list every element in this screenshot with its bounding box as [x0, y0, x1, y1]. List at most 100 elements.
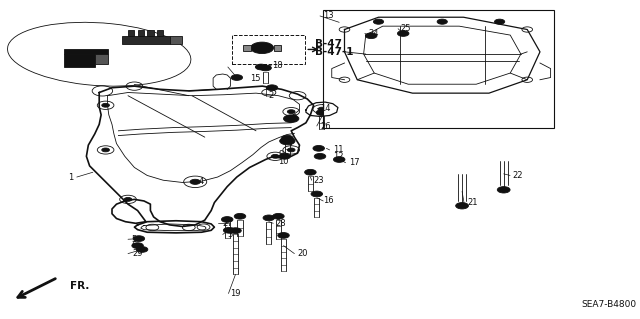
- Text: B-47-1: B-47-1: [315, 47, 353, 57]
- Circle shape: [102, 103, 109, 107]
- Text: 3: 3: [227, 230, 232, 239]
- Circle shape: [497, 20, 502, 23]
- Text: 15: 15: [250, 74, 260, 83]
- Circle shape: [285, 137, 291, 139]
- Text: 22: 22: [512, 171, 522, 180]
- Circle shape: [313, 145, 324, 151]
- Circle shape: [369, 34, 374, 37]
- Circle shape: [269, 86, 275, 89]
- Circle shape: [136, 247, 148, 252]
- Text: SEA7-B4800: SEA7-B4800: [582, 300, 637, 309]
- Circle shape: [319, 111, 325, 114]
- Circle shape: [317, 155, 323, 158]
- Circle shape: [397, 31, 409, 36]
- Polygon shape: [147, 30, 154, 36]
- Circle shape: [495, 19, 505, 24]
- Circle shape: [257, 45, 268, 50]
- Text: 17: 17: [349, 158, 360, 167]
- Circle shape: [316, 147, 322, 150]
- Circle shape: [282, 135, 293, 141]
- Text: 2: 2: [269, 91, 274, 100]
- Text: 8: 8: [291, 114, 296, 122]
- Text: 19: 19: [230, 289, 241, 298]
- Circle shape: [266, 85, 278, 91]
- Text: 16: 16: [323, 197, 334, 205]
- Circle shape: [318, 107, 326, 111]
- Circle shape: [237, 215, 243, 218]
- Bar: [232, 35, 305, 64]
- Circle shape: [287, 117, 295, 121]
- Circle shape: [273, 213, 284, 219]
- Circle shape: [271, 154, 279, 158]
- Circle shape: [282, 155, 288, 158]
- Text: 18: 18: [272, 61, 283, 70]
- Text: 13: 13: [323, 11, 334, 20]
- Circle shape: [133, 236, 145, 241]
- Circle shape: [234, 76, 240, 79]
- Circle shape: [287, 148, 295, 152]
- Text: 5: 5: [131, 235, 136, 244]
- Circle shape: [284, 115, 299, 122]
- Circle shape: [287, 110, 295, 114]
- Text: 11: 11: [333, 145, 343, 154]
- Circle shape: [440, 20, 445, 23]
- Circle shape: [136, 237, 142, 240]
- Circle shape: [316, 110, 328, 115]
- Text: 1: 1: [68, 173, 74, 182]
- Circle shape: [278, 233, 289, 238]
- Text: 20: 20: [298, 249, 308, 258]
- Circle shape: [221, 217, 233, 222]
- Circle shape: [260, 65, 271, 71]
- Circle shape: [305, 169, 316, 175]
- Polygon shape: [170, 36, 182, 44]
- Circle shape: [227, 229, 232, 232]
- Bar: [323, 10, 554, 128]
- Circle shape: [230, 228, 241, 234]
- Circle shape: [401, 32, 406, 35]
- Circle shape: [314, 192, 320, 195]
- Text: 12: 12: [333, 152, 343, 161]
- Polygon shape: [243, 45, 250, 51]
- Circle shape: [307, 171, 314, 174]
- Polygon shape: [128, 30, 134, 36]
- Circle shape: [262, 67, 269, 70]
- Circle shape: [266, 216, 272, 219]
- Circle shape: [280, 234, 287, 237]
- Text: 6: 6: [131, 241, 136, 250]
- Circle shape: [456, 203, 468, 209]
- Circle shape: [135, 244, 141, 247]
- Text: 14: 14: [320, 104, 330, 113]
- Circle shape: [373, 19, 383, 24]
- Circle shape: [311, 191, 323, 197]
- Text: 23: 23: [314, 176, 324, 185]
- Circle shape: [497, 187, 510, 193]
- Text: 4: 4: [198, 177, 204, 186]
- Text: 9: 9: [278, 150, 284, 159]
- Circle shape: [132, 243, 143, 249]
- Circle shape: [233, 229, 238, 232]
- Circle shape: [250, 42, 274, 54]
- Text: 29: 29: [132, 249, 143, 258]
- Polygon shape: [64, 54, 95, 67]
- Text: 27: 27: [222, 219, 233, 228]
- Text: B-47: B-47: [315, 39, 342, 49]
- Circle shape: [190, 179, 200, 184]
- Circle shape: [124, 197, 132, 201]
- Polygon shape: [122, 36, 170, 44]
- Polygon shape: [64, 49, 108, 54]
- Circle shape: [263, 215, 275, 221]
- Circle shape: [225, 218, 230, 221]
- Circle shape: [255, 64, 267, 70]
- Text: 24: 24: [368, 29, 378, 38]
- Circle shape: [365, 33, 377, 39]
- Text: 25: 25: [400, 24, 410, 33]
- Circle shape: [259, 66, 264, 68]
- Circle shape: [223, 227, 235, 233]
- Text: FR.: FR.: [70, 280, 90, 291]
- Text: 7: 7: [288, 139, 293, 148]
- Text: 28: 28: [275, 219, 286, 228]
- Circle shape: [337, 158, 342, 161]
- Polygon shape: [95, 54, 108, 64]
- Circle shape: [102, 148, 109, 152]
- Text: 10: 10: [278, 157, 289, 166]
